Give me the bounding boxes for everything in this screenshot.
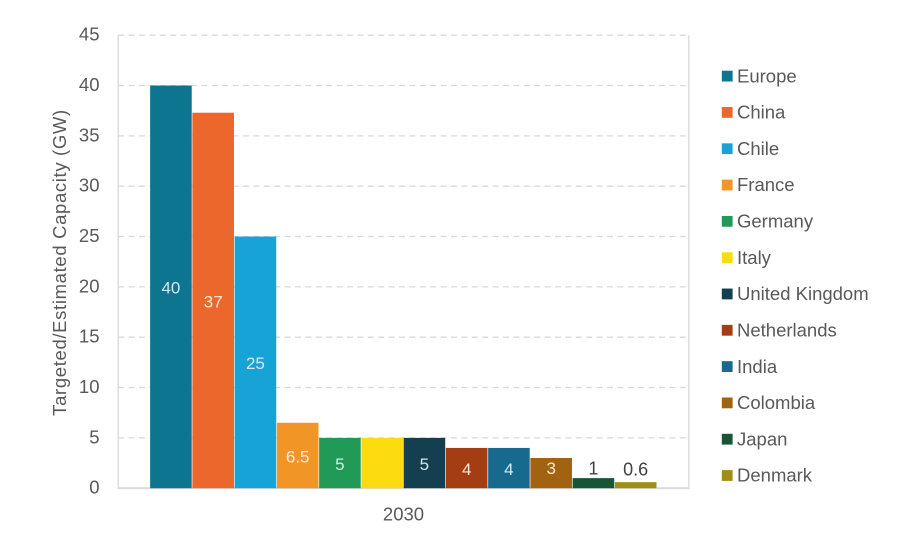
svg-text:Italy: Italy [737, 247, 772, 268]
svg-text:5: 5 [335, 455, 344, 474]
svg-text:4: 4 [504, 460, 513, 479]
svg-text:Colombia: Colombia [737, 392, 816, 413]
svg-text:15: 15 [79, 326, 100, 347]
svg-text:3: 3 [546, 459, 555, 478]
svg-text:Europe: Europe [737, 65, 797, 86]
svg-text:6.5: 6.5 [286, 447, 310, 466]
svg-text:United Kingdom: United Kingdom [737, 283, 869, 304]
svg-text:China: China [737, 102, 786, 123]
svg-text:4: 4 [462, 460, 471, 479]
svg-text:25: 25 [246, 354, 265, 373]
svg-text:30: 30 [79, 175, 100, 196]
svg-text:2030: 2030 [383, 504, 424, 525]
svg-text:India: India [737, 356, 778, 377]
svg-text:20: 20 [79, 275, 100, 296]
svg-text:Targeted/Estimated Capacity (G: Targeted/Estimated Capacity (GW) [49, 109, 70, 416]
svg-text:5: 5 [89, 426, 99, 447]
svg-text:40: 40 [79, 74, 100, 95]
svg-text:Denmark: Denmark [737, 465, 813, 486]
svg-text:Germany: Germany [737, 211, 814, 232]
svg-text:1: 1 [588, 459, 598, 479]
svg-text:Japan: Japan [737, 428, 787, 449]
svg-text:0.6: 0.6 [623, 460, 648, 480]
svg-text:France: France [737, 174, 795, 195]
svg-text:0: 0 [89, 477, 99, 498]
svg-text:25: 25 [79, 225, 100, 246]
svg-text:10: 10 [79, 376, 100, 397]
svg-text:Chile: Chile [737, 138, 779, 159]
svg-text:37: 37 [204, 292, 223, 311]
svg-text:Netherlands: Netherlands [737, 320, 837, 341]
svg-text:40: 40 [161, 279, 180, 298]
svg-text:45: 45 [79, 24, 100, 45]
svg-text:35: 35 [79, 124, 100, 145]
svg-text:5: 5 [420, 455, 429, 474]
